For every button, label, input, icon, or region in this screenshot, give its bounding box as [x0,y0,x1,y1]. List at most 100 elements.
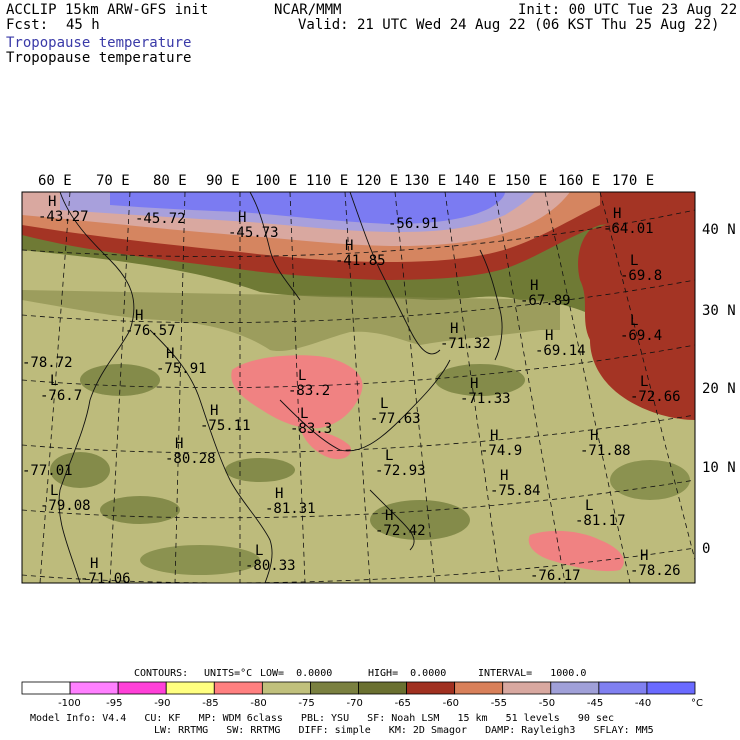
extreme-value: -80.28 [165,451,216,467]
extreme-value: -75.11 [200,418,251,434]
extreme-value: -71.88 [580,443,631,459]
colorbar-swatch [358,681,407,695]
graticule [22,192,695,583]
lat-label: 40 N [702,222,736,238]
lon-label: 150 E [505,173,547,189]
lon-label: 110 E [306,173,348,189]
colorbar-tick-label: -75 [298,698,314,709]
low-marker: L [50,483,58,499]
colorbar-tick-label: -95 [106,698,122,709]
map-frame [21,191,696,584]
low-marker: L [298,368,306,384]
extreme-value: -72.93 [375,463,426,479]
high-marker: H [48,194,56,210]
extreme-value: -79.08 [40,498,91,514]
lon-label: 100 E [255,173,297,189]
extreme-value: -56.91 [388,216,439,232]
lon-label: 60 E [38,173,72,189]
colorbar-tick-label: -100 [58,698,81,709]
colorbar-swatch [310,681,359,695]
low-marker: L [630,313,638,329]
colorbar-tick-label: -90 [154,698,170,709]
model-title: ACCLIP 15km ARW-GFS init [6,2,209,18]
colorbar-tick-label: -85 [202,698,218,709]
extreme-value: -71.33 [460,391,511,407]
high-marker: H [590,428,598,444]
forecast-label: Fcst: [6,17,49,33]
lon-label: 120 E [356,173,398,189]
extreme-value: -67.89 [520,293,571,309]
high-marker: H [385,508,393,524]
lon-label: 90 E [206,173,240,189]
contours-units: UNITS=°C [204,668,253,679]
low-marker: L [300,406,308,422]
map-field [22,192,695,583]
extreme-value: -69.8 [620,268,662,284]
footer-line-2: LW: RRTMG SW: RRTMG DIFF: simple KM: 2D … [154,725,654,736]
low-marker: L [380,396,388,412]
contours-interval: INTERVAL= 1000.0 [478,668,587,679]
colorbar-swatch [646,681,696,695]
colorbar-swatch [550,681,600,695]
colorbar-swatch [165,681,215,695]
colorbar-tick-label: -65 [395,698,411,709]
latitude-labels: 40 N 30 N 20 N 10 N 0 [702,222,736,557]
high-marker: H [530,278,538,294]
high-marker: H [470,376,478,392]
lon-label: 140 E [454,173,496,189]
extreme-value: -81.31 [265,501,316,517]
colorbar-tick-label: -80 [250,698,266,709]
extreme-value: -75.84 [490,483,541,499]
lon-label: 70 E [96,173,130,189]
colorbar-swatch [454,681,504,695]
high-marker: H [210,403,218,419]
field-title-colored: Tropopause temperature [6,35,192,51]
footer-line-1: Model Info: V4.4 CU: KF MP: WDM 6class P… [30,713,614,724]
extreme-value: -77.01 [22,463,73,479]
extreme-value: -64.01 [603,221,654,237]
high-marker: H [90,556,98,572]
extreme-value: -74.9 [480,443,522,459]
high-marker: H [135,308,143,324]
high-marker: H [450,321,458,337]
low-marker: L [640,374,648,390]
colorbar-swatch [598,681,648,695]
extreme-value: -41.85 [335,253,386,269]
field-title: Tropopause temperature [6,50,192,66]
colorbar-swatch [21,681,71,695]
extreme-value: -83.3 [290,421,332,437]
colorbar-swatch [406,681,456,695]
lon-label: 130 E [404,173,446,189]
colorbar-tick-label: -70 [347,698,363,709]
colorbar-tick-label: -40 [635,698,651,709]
longitude-labels: 60 E 70 E 80 E 90 E 100 E 110 E 120 E 130 E 140 … [38,173,654,189]
lon-label: 160 E [558,173,600,189]
low-marker: L [585,498,593,514]
high-marker: H [545,328,553,344]
high-marker: H [640,548,648,564]
lon-label: 80 E [153,173,187,189]
extreme-value: -76.57 [125,323,176,339]
colorbar-swatch [502,681,552,695]
lat-label: 10 N [702,460,736,476]
center-name: NCAR/MMM [274,2,342,18]
extreme-value: -80.33 [245,558,296,574]
extreme-value: -72.42 [375,523,426,539]
high-marker: H [345,238,353,254]
high-marker: H [175,436,183,452]
colorbar-tick-label: -55 [491,698,507,709]
high-marker: H [275,486,283,502]
extreme-value: -76.7 [40,388,82,404]
low-marker: L [385,448,393,464]
colorbar-swatch [69,681,119,695]
contours-high: HIGH= 0.0000 [368,668,447,679]
colorbar-tick-label: -45 [587,698,603,709]
colorbar: -100 -95 -90 -85 -80 -75 -70 -65 -60 -55 -50 -45 -40… [21,681,703,709]
extreme-value: -71.32 [440,336,491,352]
extreme-value: -45.73 [228,225,279,241]
extreme-labels: H-43.27 -45.72 H-45.73-56.91H-41.85H-64.01… [22,194,681,587]
extreme-value: -76.17 [530,568,581,584]
extreme-value: -71.06 [80,571,131,587]
extreme-value: -83.2 [288,383,330,399]
